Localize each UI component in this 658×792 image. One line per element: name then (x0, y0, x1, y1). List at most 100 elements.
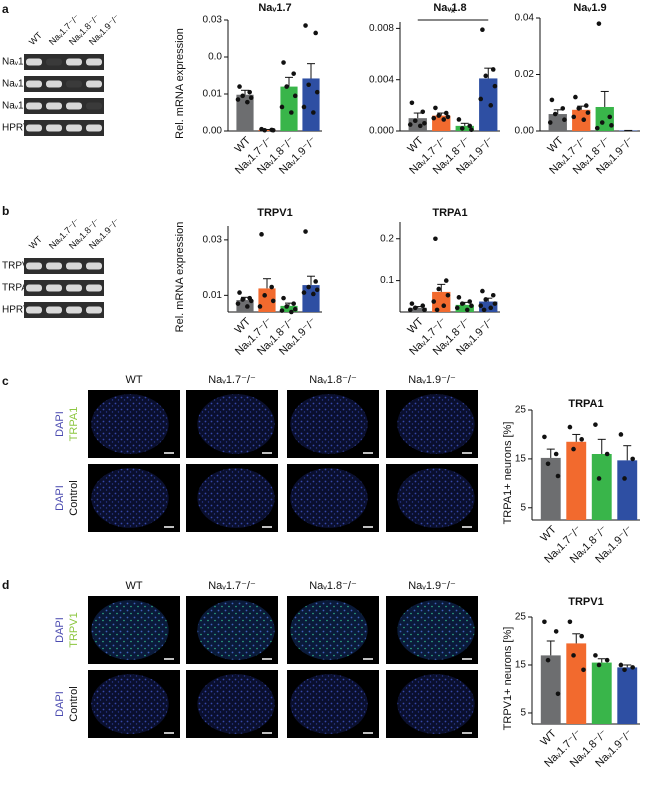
data-point (490, 292, 496, 298)
gel-row-label: Naᵥ1.8 (2, 79, 32, 90)
chart-title: Naᵥ1.7 (258, 2, 291, 14)
column-label: Naᵥ1.9⁻/⁻ (408, 374, 456, 386)
data-point (593, 653, 598, 658)
gel-row-label: Naᵥ1.7 (2, 57, 32, 68)
bar (432, 291, 451, 312)
bar (591, 454, 612, 520)
gel-band (26, 102, 42, 110)
row-label: DAPI (54, 617, 66, 643)
tissue (397, 674, 475, 734)
data-point (579, 437, 584, 442)
bar (408, 307, 427, 312)
column-label: WT (125, 374, 142, 386)
data-point (567, 424, 573, 430)
gel-band (86, 262, 102, 270)
data-point (552, 111, 558, 117)
gel-strip (24, 54, 104, 70)
data-point (618, 432, 624, 437)
data-point (412, 118, 418, 124)
data-point (407, 122, 413, 127)
data-point (467, 123, 473, 129)
data-point (459, 301, 465, 306)
y-tick-label: 15 (515, 660, 527, 671)
tissue (290, 674, 368, 734)
data-point (417, 123, 423, 129)
gel-band (66, 262, 82, 270)
tissue (197, 394, 275, 454)
y-tick-label: 0.1 (380, 275, 394, 286)
data-point (488, 103, 494, 108)
row-label: Control (68, 686, 80, 721)
data-point (609, 123, 614, 128)
chart-title: Naᵥ1.8 (433, 2, 466, 14)
data-point (245, 304, 250, 309)
gel-strip (24, 98, 104, 114)
y-axis-label: Rel. mRNA expression (174, 28, 186, 139)
y-tick-label: 0.008 (369, 23, 394, 34)
data-point (306, 284, 311, 290)
bar (455, 304, 474, 312)
bar (302, 78, 320, 131)
data-point (607, 114, 613, 120)
tissue (397, 600, 475, 660)
tissue (197, 674, 275, 734)
chart-title: TRPV1 (257, 207, 292, 219)
data-point (583, 103, 589, 108)
bar (572, 109, 591, 131)
tissue (290, 394, 368, 454)
chart-title: TRPA1 (568, 398, 603, 410)
data-point (585, 110, 591, 115)
data-point (248, 298, 254, 304)
panel-label: d (2, 578, 9, 592)
bar (258, 129, 276, 131)
y-tick-label: 0.000 (369, 126, 394, 137)
gel-band (66, 284, 82, 292)
gel-band (26, 262, 42, 270)
data-point (433, 105, 438, 111)
gel-band (26, 58, 42, 66)
y-tick-label: 0.04 (515, 13, 535, 24)
data-point (314, 287, 320, 293)
data-point (573, 94, 578, 100)
data-point (542, 619, 547, 625)
gel-band (86, 306, 102, 314)
bar (591, 662, 612, 724)
gel-band (46, 284, 62, 292)
data-point (237, 84, 242, 89)
y-tick-label: 0.2 (380, 233, 394, 244)
y-tick-label: 0.03 (203, 15, 223, 26)
y-tick-label: 0.0 (208, 52, 222, 63)
data-point (576, 106, 582, 111)
data-point (571, 653, 576, 658)
gel-band (66, 58, 82, 66)
bar (566, 643, 587, 724)
data-point (248, 95, 254, 100)
tissue (397, 468, 475, 528)
data-point (630, 456, 635, 462)
data-point (630, 665, 635, 670)
data-point (555, 691, 561, 697)
column-label: Naᵥ1.8⁻/⁻ (309, 374, 357, 386)
data-point (262, 293, 267, 298)
gel-band (66, 124, 82, 132)
column-label: Naᵥ1.7⁻/⁻ (208, 580, 256, 592)
data-point (247, 89, 252, 95)
column-label: Naᵥ1.7⁻/⁻ (208, 374, 256, 386)
y-tick-label: 25 (515, 612, 527, 623)
tissue (91, 468, 169, 528)
gel-band (66, 80, 82, 88)
data-point (311, 291, 316, 297)
data-point (454, 305, 460, 311)
data-point (431, 299, 437, 304)
gel-band (46, 102, 62, 110)
y-tick-label: 0.00 (515, 126, 535, 137)
data-point (594, 125, 600, 131)
tissue (91, 394, 169, 454)
data-point (313, 30, 318, 36)
data-point (545, 461, 551, 467)
tissue (290, 468, 368, 528)
gel-band (86, 102, 102, 110)
data-point (270, 298, 276, 304)
data-point (488, 305, 494, 311)
data-point (553, 629, 559, 634)
